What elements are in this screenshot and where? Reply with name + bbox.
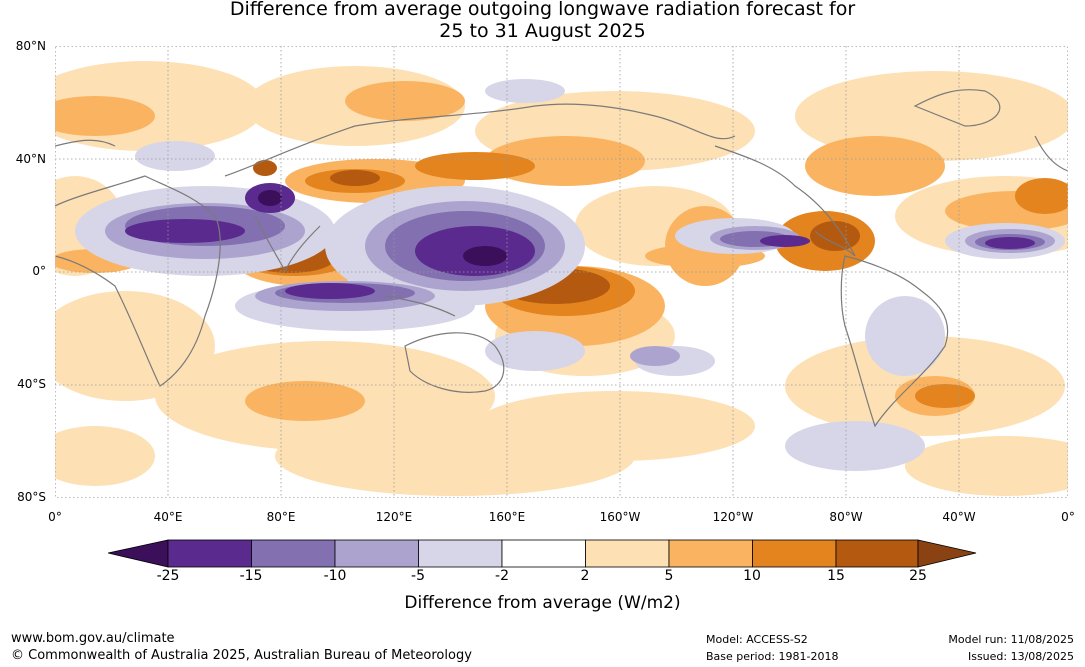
lon-label-40w: 40°W [942, 510, 976, 524]
anomaly-below-minus25 [258, 190, 507, 266]
colorbar-bin-5 [501, 539, 586, 568]
legend-tick: -10 [323, 568, 347, 584]
legend-tick: -5 [411, 568, 425, 584]
legend-tick: -15 [239, 568, 263, 584]
lat-label-80s: 80°S [17, 490, 46, 504]
colorbar-bin-2 [251, 539, 336, 568]
lat-label-40n: 40°N [15, 152, 46, 166]
legend-tick: -2 [495, 568, 509, 584]
lon-label-120e: 120°E [375, 510, 413, 524]
colorbar-low-arrow [108, 539, 169, 568]
lon-label-160e: 160°E [488, 510, 526, 524]
footer-issued: Issued: 13/08/2025 [967, 650, 1074, 663]
lat-label-equator: 0° [32, 264, 46, 278]
colorbar-bin-9 [835, 539, 919, 568]
lon-label-0-right: 0° [1061, 510, 1075, 524]
colorbar-bin-7 [668, 539, 753, 568]
map-title-line2: 25 to 31 August 2025 [439, 20, 646, 42]
lon-label-80e: 80°E [266, 510, 296, 524]
legend-tick: 15 [827, 568, 845, 584]
footer-model: Model: ACCESS-S2 [706, 633, 808, 646]
olr-anomaly-map [55, 46, 1068, 498]
footer-model-run: Model run: 11/08/2025 [948, 633, 1074, 646]
lon-label-40e: 40°E [153, 510, 183, 524]
colorbar-bin-8 [752, 539, 837, 568]
legend-tick: 25 [909, 568, 927, 584]
lat-label-40s: 40°S [17, 377, 46, 391]
lon-label-80w: 80°W [829, 510, 863, 524]
lon-label-120w: 120°W [712, 510, 754, 524]
lat-label-80n: 80°N [15, 39, 46, 53]
colorbar-bin-4 [418, 539, 503, 568]
colorbar-bin-6 [585, 539, 670, 568]
coastlines [55, 89, 1068, 428]
graticule [55, 46, 1068, 498]
lon-label-160w: 160°W [599, 510, 641, 524]
footer-copyright: © Commonwealth of Australia 2025, Austra… [11, 648, 472, 663]
map-title-line1: Difference from average outgoing longwav… [229, 0, 856, 20]
colorbar-high-arrow [917, 539, 977, 568]
legend-tick: 2 [580, 568, 590, 584]
lon-label-0: 0° [48, 510, 62, 524]
footer-url[interactable]: www.bom.gov.au/climate [11, 631, 175, 646]
colorbar-bin-3 [334, 539, 419, 568]
footer-base-period: Base period: 1981-2018 [706, 650, 839, 663]
legend-tick: 5 [664, 568, 674, 584]
colorbar-bin-1 [167, 539, 252, 568]
legend-tick: -25 [156, 568, 180, 584]
legend-tick: 10 [743, 568, 761, 584]
legend-title: Difference from average (W/m2) [404, 593, 681, 613]
colorbar [108, 539, 977, 568]
